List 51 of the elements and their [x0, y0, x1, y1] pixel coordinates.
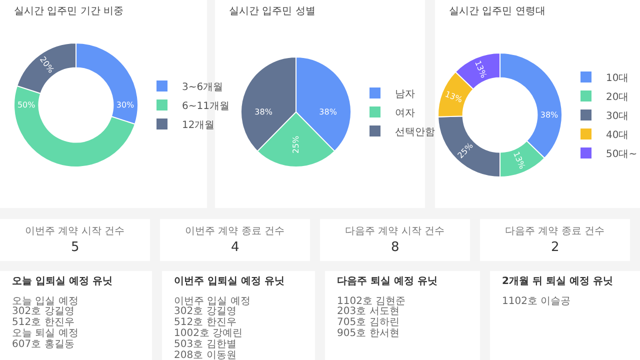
text: 512호 한진우 [12, 317, 74, 328]
text: 이번주 입실 예정 [174, 296, 250, 307]
legend-label: 남자 [395, 88, 415, 100]
legend-label: 6~11개월 [182, 100, 230, 112]
data-label: 4 [231, 240, 240, 255]
data-label: 38% [319, 108, 338, 116]
data-label: 8 [391, 240, 400, 255]
text: 다음주 계약 시작 건수 [345, 226, 445, 237]
text: 오늘 입실 예정 [12, 296, 78, 307]
data-label: 13% [473, 59, 488, 80]
text: 607호 홍길동 [12, 339, 74, 350]
legend-label: 3~6개월 [182, 82, 224, 93]
text: 512호 한진우 [174, 317, 236, 328]
data-label: 5 [71, 240, 80, 255]
text: 302호 강길영 [174, 306, 236, 317]
legend-label: 여자 [395, 108, 415, 119]
text: 이번주 입퇴실 예정 유닛 [174, 276, 284, 287]
chart-title: 실시간 입주민 기간 비중 [14, 6, 124, 17]
legend-label: 선택안함 [395, 126, 435, 138]
legend-label: 30대 [606, 110, 629, 122]
text: 오늘 입퇴실 예정 유닛 [12, 276, 112, 287]
legend-label: 20대 [606, 92, 629, 103]
text: 다음주 계약 종료 건수 [505, 226, 605, 237]
data-label: 38% [540, 110, 559, 120]
text: 503호 김한별 [174, 339, 236, 350]
legend-label: 10대 [606, 72, 629, 84]
text: 208호 이동원 [174, 350, 236, 360]
chart-title: 실시간 입주민 연령대 [449, 6, 546, 17]
text: 705호 김하린 [337, 317, 400, 328]
text: 다음주 퇴실 예정 유닛 [337, 276, 438, 287]
data-label: 13% [444, 90, 464, 105]
chart-title: 실시간 입주민 성별 [229, 6, 316, 17]
text: 203호 서도현 [337, 306, 400, 317]
text: 1102호 김현준 [337, 296, 406, 307]
legend-label: 50대~ [606, 148, 638, 160]
legend-label: 40대 [606, 130, 629, 141]
text: 1002호 강예린 [174, 328, 243, 339]
data-label: 25% [292, 135, 300, 154]
data-label: 13% [512, 150, 527, 171]
data-label: 50% [17, 100, 36, 110]
data-label: 38% [254, 108, 273, 116]
text: 302호 강길영 [12, 306, 74, 317]
data-label: 30% [116, 100, 135, 110]
data-label: 2 [551, 240, 560, 255]
text: 1102호 이슬공 [502, 296, 571, 307]
text: 2개월 뒤 퇴실 예정 유닛 [502, 276, 613, 287]
text: 이번주 계약 시작 건수 [25, 226, 125, 237]
legend-label: 12개월 [182, 120, 215, 131]
text: 이번주 계약 종료 건수 [185, 226, 285, 237]
text: 오늘 퇴실 예정 [12, 328, 78, 339]
text: 905호 한서현 [337, 328, 400, 339]
